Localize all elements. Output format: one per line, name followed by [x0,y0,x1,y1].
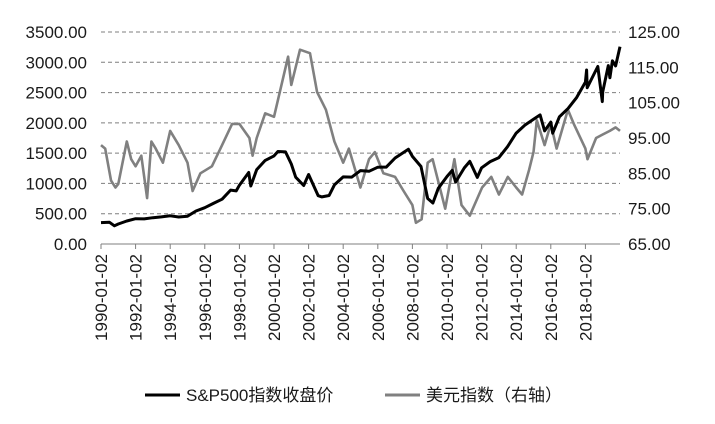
x-tick-label: 2006-01-02 [369,254,388,341]
left-tick-label: 1000.00 [26,174,87,193]
axes [100,243,620,249]
x-tick-label: 2016-01-02 [542,254,561,341]
x-tick-label: 2000-01-02 [265,254,284,341]
left-tick-label: 1500.00 [26,144,87,163]
right-tick-label: 125.00 [628,23,680,42]
x-tick-label: 1992-01-02 [127,254,146,341]
right-tick-label: 115.00 [628,58,679,77]
x-tick-label: 2012-01-02 [473,254,492,341]
x-axis-tick-labels: 1990-01-02 1992-01-02 1994-01-02 1996-01-02… [92,254,595,341]
legend-label-dxy: 美元指数（右轴） [426,386,562,405]
x-tick-label: 2002-01-02 [300,254,319,341]
left-tick-label: 2500.00 [26,84,87,103]
left-tick-label: 3000.00 [26,53,87,72]
x-tick-label: 1994-01-02 [161,254,180,341]
left-tick-label: 2000.00 [26,114,87,133]
left-axis-tick-labels: 0.00 500.00 1000.00 1500.00 2000.00 2500.00 30… [26,23,87,254]
x-tick-label: 2010-01-02 [438,254,457,341]
x-tick-label: 1996-01-02 [196,254,215,341]
legend-label-sp500: S&P500指数收盘价 [186,386,333,405]
series-line-sp500 [100,46,622,228]
x-tick-label: 2008-01-02 [403,254,422,341]
x-tick-label: 2014-01-02 [507,254,526,341]
right-tick-label: 95.00 [628,129,671,148]
left-tick-label: 0.00 [54,235,87,254]
right-tick-label: 75.00 [628,200,671,219]
right-tick-label: 105.00 [628,94,680,113]
left-tick-label: 500.00 [35,205,87,224]
x-tick-label: 1990-01-02 [92,254,111,341]
x-tick-label: 2018-01-02 [576,254,595,341]
x-tick-label: 1998-01-02 [230,254,249,341]
right-tick-label: 65.00 [628,235,671,254]
x-tick-label: 2004-01-02 [334,254,353,341]
left-tick-label: 3500.00 [26,23,87,42]
series-lines [100,46,622,228]
right-axis-tick-labels: 65.00 75.00 85.00 95.00 105.00 115.00 125.00 [628,23,680,254]
legend: S&P500指数收盘价 美元指数（右轴） [145,386,562,405]
series-line-dxy [100,48,621,225]
right-tick-label: 85.00 [628,164,671,183]
